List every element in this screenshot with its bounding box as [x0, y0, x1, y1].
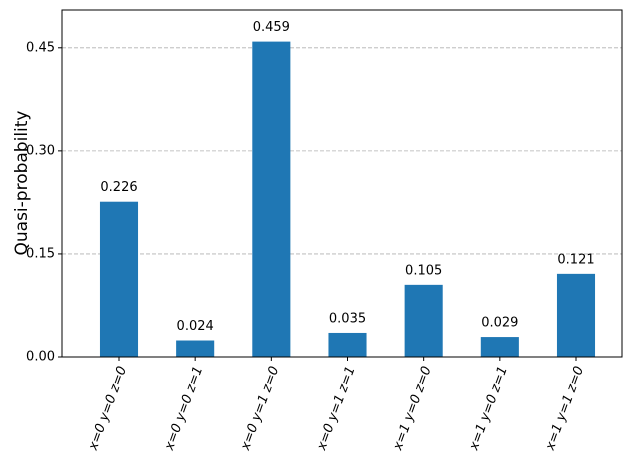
value-label: 0.459 [253, 20, 290, 35]
y-tick-label: 0.00 [26, 350, 55, 365]
bar [176, 340, 215, 357]
bar [252, 41, 291, 358]
x-tick-label: x=1 y=0 z=1 [466, 364, 511, 453]
x-tick-label: x=0 y=1 z=1 [314, 364, 359, 453]
value-label: 0.121 [557, 252, 594, 267]
value-label: 0.029 [481, 316, 518, 331]
bar [404, 284, 443, 357]
y-axis-label: Quasi-probability [12, 111, 32, 256]
bar [99, 201, 139, 357]
value-label: 0.226 [100, 180, 137, 195]
bar [328, 332, 367, 357]
y-tick-label: 0.15 [26, 246, 55, 261]
x-tick-label: x=1 y=1 z=0 [543, 364, 588, 453]
x-tick-label: x=0 y=1 z=0 [238, 364, 283, 453]
value-label: 0.035 [329, 311, 366, 326]
value-label: 0.105 [405, 263, 442, 278]
y-tick-label: 0.45 [26, 40, 55, 55]
x-tick-label: x=1 y=0 z=0 [390, 364, 435, 453]
bar [556, 273, 596, 357]
y-tick-label: 0.30 [26, 143, 55, 158]
bar [480, 337, 519, 357]
value-label: 0.024 [177, 319, 214, 334]
x-tick-label: x=0 y=0 z=1 [162, 364, 207, 453]
x-tick-label: x=0 y=0 z=0 [86, 364, 131, 453]
plot-frame [61, 9, 623, 358]
